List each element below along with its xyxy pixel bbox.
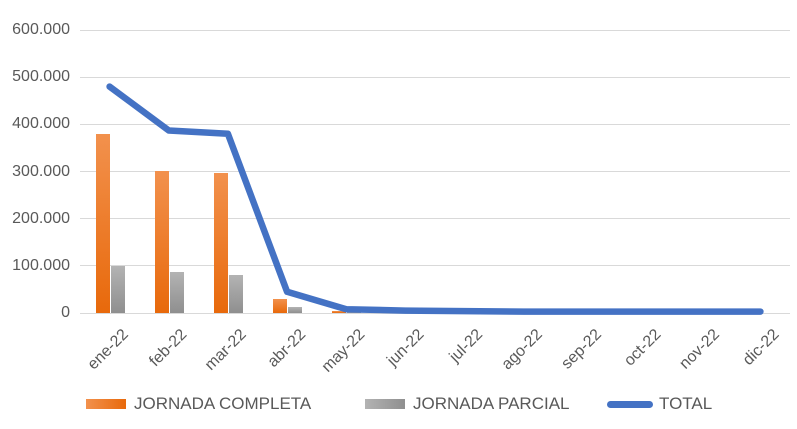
- x-axis-label-abr-22: abr-22: [264, 326, 310, 371]
- y-axis-tick-label: 200.000: [12, 209, 70, 227]
- x-axis-label-oct-22: oct-22: [620, 326, 665, 370]
- y-axis-tick-label: 300.000: [12, 162, 70, 180]
- y-axis-tick-label: 400.000: [12, 115, 70, 133]
- bar-jornada-completa-may-22: [332, 310, 347, 313]
- y-axis-tick-label: 100.000: [12, 256, 70, 274]
- legend-label-total: TOTAL: [659, 394, 713, 413]
- y-axis-tick-label: 600.000: [12, 21, 70, 38]
- x-axis-label-dic-22: dic-22: [739, 326, 783, 369]
- x-axis-label-may-22: may-22: [318, 326, 369, 376]
- x-axis-label-sep-22: sep-22: [558, 326, 605, 373]
- bar-jornada-parcial-abr-22: [288, 306, 303, 313]
- gridline-400.000: [80, 123, 790, 125]
- gridline-500.000: [80, 76, 790, 78]
- bar-jornada-completa-feb-22: [154, 170, 169, 313]
- bar-jornada-completa-mar-22: [213, 173, 228, 313]
- gridline-300.000: [80, 171, 790, 172]
- x-axis-label-nov-22: nov-22: [676, 326, 724, 373]
- legend-swatch-total: [607, 400, 653, 408]
- legend-item-jornada-completa: JORNADA COMPLETA: [86, 392, 311, 416]
- legend-swatch-jornada-completa: [86, 399, 126, 409]
- legend-swatch-jornada-parcial: [365, 399, 405, 409]
- legend-item-jornada-parcial: JORNADA PARCIAL: [365, 392, 570, 416]
- legend-item-total: TOTAL: [607, 392, 712, 416]
- bar-jornada-parcial-mar-22: [228, 275, 243, 313]
- x-axis-label-jun-22: jun-22: [383, 326, 428, 370]
- gridline-100.000: [80, 265, 790, 267]
- bar-jornada-parcial-ene-22: [110, 265, 125, 313]
- y-axis-tick-label: 500.000: [12, 68, 70, 86]
- gridline-200.000: [80, 218, 790, 220]
- bar-jornada-parcial-may-22: [347, 312, 362, 313]
- legend-label-jornada-completa: JORNADA COMPLETA: [134, 394, 312, 413]
- legend: JORNADA COMPLETA JORNADA PARCIAL TOTAL: [0, 392, 797, 416]
- x-axis-label-feb-22: feb-22: [146, 326, 191, 371]
- total-line: [106, 83, 764, 315]
- x-axis-label-jul-22: jul-22: [446, 326, 487, 366]
- bar-jornada-completa-abr-22: [273, 298, 288, 313]
- gridline-600.000: [80, 29, 790, 31]
- x-axis-label-mar-22: mar-22: [202, 326, 250, 374]
- gridline-0: [80, 312, 790, 314]
- x-axis-label-ene-22: ene-22: [84, 326, 132, 374]
- bar-jornada-parcial-feb-22: [169, 272, 184, 313]
- x-axis-label-ago-22: ago-22: [498, 326, 546, 374]
- legend-label-jornada-parcial: JORNADA PARCIAL: [413, 394, 570, 413]
- bar-jornada-completa-ene-22: [95, 133, 110, 313]
- y-axis-tick-label: 0: [61, 304, 70, 321]
